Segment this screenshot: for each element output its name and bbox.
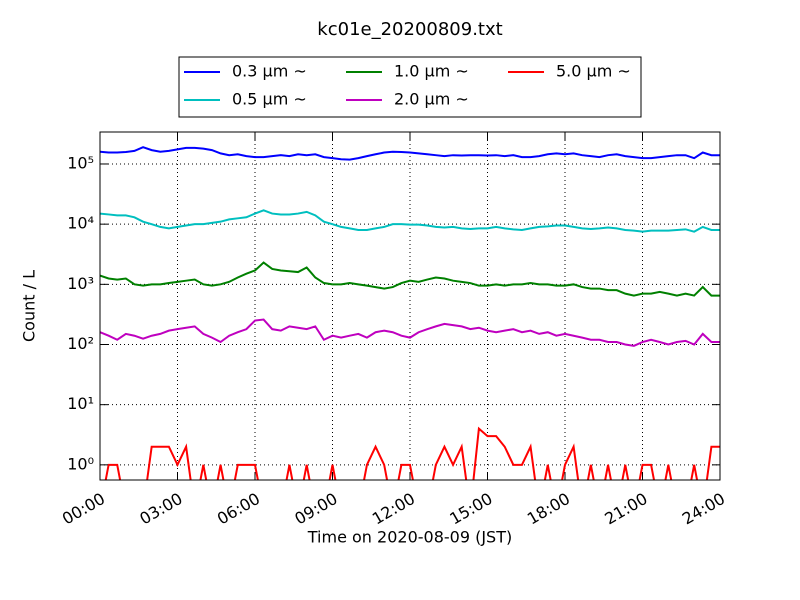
x-axis-label: Time on 2020-08-09 (JST) <box>307 528 512 547</box>
chart-title: kc01e_20200809.txt <box>317 19 502 40</box>
y-tick-label: 10³ <box>67 274 94 293</box>
y-axis-label: Count / L <box>20 270 39 342</box>
legend-label: 5.0 μm ~ <box>556 62 631 81</box>
legend-label: 2.0 μm ~ <box>394 90 469 109</box>
y-tick-label: 10⁴ <box>67 214 94 233</box>
data-line <box>100 209 720 233</box>
data-line <box>104 426 720 480</box>
legend <box>178 56 642 118</box>
y-tick-label: 10² <box>67 334 94 353</box>
data-line <box>100 146 720 161</box>
y-tick-label: 10¹ <box>67 394 94 413</box>
legend-label: 1.0 μm ~ <box>394 62 469 81</box>
data-line <box>100 261 720 297</box>
y-tick-label: 10⁰ <box>67 454 94 473</box>
y-tick-label: 10⁵ <box>67 153 94 172</box>
legend-label: 0.3 μm ~ <box>232 62 307 81</box>
legend-label: 0.5 μm ~ <box>232 90 307 109</box>
plot-area <box>99 132 721 480</box>
data-line <box>100 318 720 347</box>
